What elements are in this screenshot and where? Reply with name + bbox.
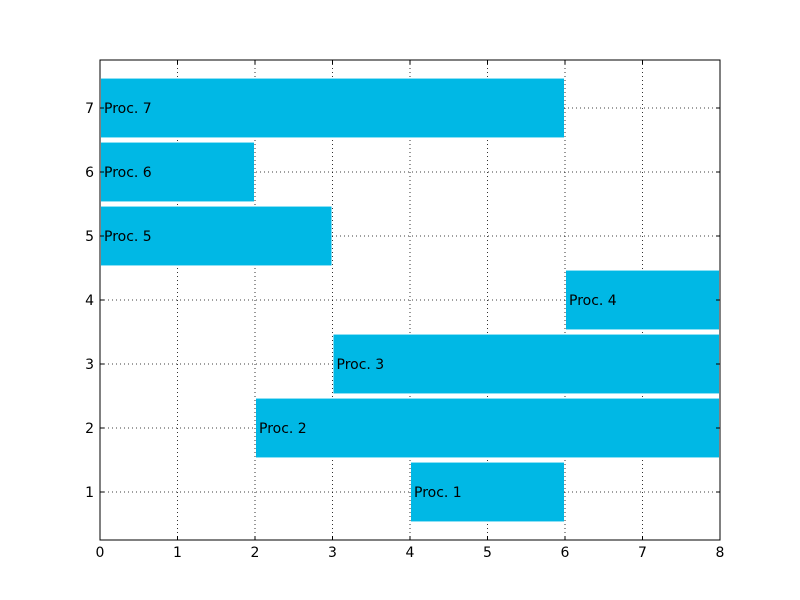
y-tick-label: 3	[85, 357, 94, 373]
x-tick-label: 2	[251, 545, 260, 561]
y-tick-label: 4	[85, 293, 94, 309]
bar-label: Proc. 3	[337, 357, 385, 373]
x-tick-label: 6	[561, 545, 570, 561]
x-tick-label: 1	[173, 545, 182, 561]
y-tick-label: 6	[85, 165, 94, 181]
bar-label: Proc. 2	[259, 421, 307, 437]
bar-proc-2	[256, 398, 719, 458]
x-tick-label: 7	[638, 545, 647, 561]
x-tick-label: 5	[483, 545, 492, 561]
axis-ticks: 0 1 2 3 4 5 6 7 8 1 2 3 4 5 6 7	[85, 60, 724, 561]
x-tick-label: 4	[406, 545, 415, 561]
x-tick-label: 0	[96, 545, 105, 561]
bar-proc-5	[101, 206, 332, 266]
bar-label: Proc. 7	[104, 101, 152, 117]
bar-proc-7	[101, 78, 564, 138]
y-tick-label: 2	[85, 421, 94, 437]
x-tick-label: 8	[716, 545, 725, 561]
bar-proc-1	[411, 462, 564, 522]
y-tick-label: 1	[85, 485, 94, 501]
bar-proc-3	[333, 334, 719, 394]
bar-labels: Proc. 1 Proc. 2 Proc. 3 Proc. 4 Proc. 5 Proc.…	[104, 101, 617, 501]
bar-proc-4	[566, 270, 719, 330]
y-tick-label: 5	[85, 229, 94, 245]
bar-label: Proc. 4	[569, 293, 617, 309]
bars	[101, 78, 719, 522]
y-tick-label: 7	[85, 101, 94, 117]
bar-label: Proc. 6	[104, 165, 152, 181]
bar-label: Proc. 1	[414, 485, 462, 501]
bar-label: Proc. 5	[104, 229, 152, 245]
x-tick-label: 3	[328, 545, 337, 561]
bar-proc-6	[101, 142, 254, 202]
